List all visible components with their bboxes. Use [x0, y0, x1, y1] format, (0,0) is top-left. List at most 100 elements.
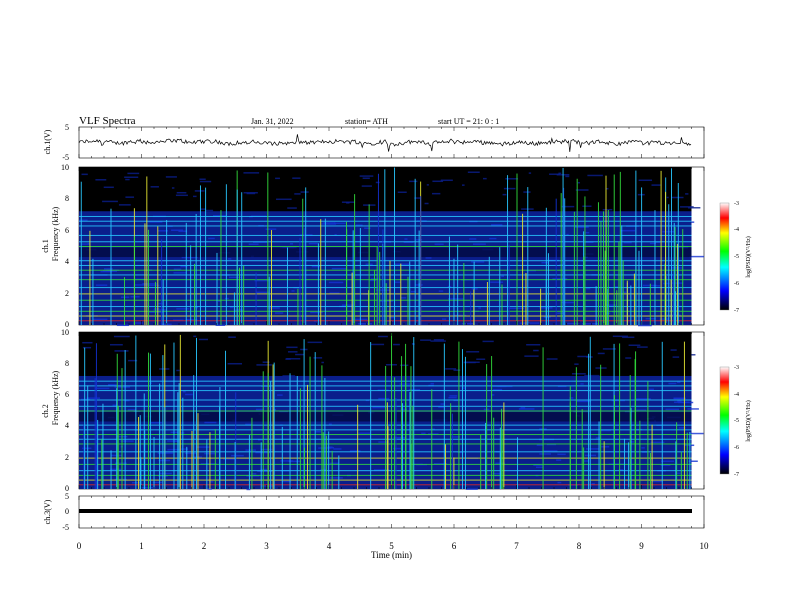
ch1-noise-speck: [133, 322, 143, 324]
ch1-sferic: [352, 230, 354, 325]
ch1-sferic: [453, 258, 455, 325]
ch1-sferic: [499, 247, 501, 325]
ch1-sferic: [377, 173, 379, 325]
ch1-noise-speck: [178, 230, 188, 232]
xtick-10: 10: [700, 541, 710, 551]
ch2-sferic: [401, 356, 403, 489]
ch1-colorbar-gradient: [720, 203, 729, 310]
ch1-noise-speck: [102, 200, 118, 203]
ch2-sferic: [686, 432, 688, 489]
ch1-sferic: [236, 189, 238, 325]
ch2-sferic: [307, 384, 309, 489]
ch2-noise-speck: [557, 453, 566, 456]
ch2-sferic: [309, 356, 311, 489]
ch2-sferic: [583, 447, 585, 489]
ch1-sferic: [677, 183, 679, 325]
ch1-sferic: [673, 222, 675, 325]
ch2-noise-speck: [128, 359, 138, 362]
ch2-noise-speck: [602, 348, 616, 350]
ch1-noise-speck: [389, 316, 395, 319]
ch1-sferic: [317, 243, 319, 325]
ch2-sferic: [464, 356, 466, 489]
ch2-sferic: [162, 355, 164, 489]
ch2-sferic: [445, 444, 447, 489]
ch2-sferic: [370, 342, 372, 489]
ch2-noise-speck: [159, 368, 170, 370]
ch2-noise-speck: [482, 340, 494, 343]
ch1-noise-speck: [432, 180, 444, 183]
header-date: Jan. 31, 2022: [251, 117, 294, 126]
ch2-noise-speck: [677, 381, 681, 384]
ch2-sferic: [83, 424, 85, 489]
ch1-noise-speck: [153, 307, 160, 310]
ch2-sferic: [296, 376, 298, 489]
ch2-sferic: [303, 447, 305, 489]
ch2-sferic: [153, 437, 155, 489]
ch2-noise-speck: [82, 447, 92, 450]
ch2-sferic: [149, 353, 151, 489]
ch2-sferic: [387, 426, 389, 489]
ch1-noise-speck: [148, 284, 160, 287]
ch1-noise-speck: [287, 207, 297, 209]
ch2-sferic: [110, 450, 112, 489]
ch2-noise-speck: [127, 409, 137, 411]
ch2-sferic: [619, 343, 621, 489]
ch2-noise-speck: [618, 469, 624, 471]
ch2-sferic: [486, 364, 488, 489]
ch1-sferic: [522, 213, 524, 325]
ch1-noise-speck: [605, 187, 609, 190]
ch2-noise-speck: [159, 472, 172, 475]
ch1-noise-speck: [370, 278, 381, 280]
ch2-sferic: [95, 343, 97, 489]
ch1-sferic: [545, 207, 547, 325]
ch2-noise-speck: [82, 341, 93, 344]
ch2-sferic: [144, 430, 146, 489]
ch1-sferic: [303, 228, 305, 325]
ch1-waveform-trace: [78, 134, 692, 152]
ch1-sferic: [241, 192, 243, 325]
ch2-noise-speck: [113, 335, 130, 338]
ch2-noise-speck: [628, 344, 641, 346]
ch2-noise-speck: [661, 460, 675, 463]
ch2-noise-speck: [185, 393, 193, 396]
ch2-sferic: [289, 373, 291, 489]
ch1-noise-speck: [691, 221, 695, 223]
ch2-noise-speck: [329, 447, 335, 449]
ch2-sferic: [140, 457, 142, 489]
ch2-sferic: [647, 381, 649, 489]
ch1-noise-speck: [205, 209, 214, 212]
ch2-noise-speck: [282, 375, 296, 377]
ch2-noise-speck: [392, 447, 401, 450]
ch2-noise-speck: [670, 349, 677, 351]
ch2-noise-speck: [569, 397, 574, 399]
ch2-sferic: [624, 438, 626, 489]
ch2-noise-speck: [180, 448, 189, 450]
ch1-ytick-8: 8: [65, 194, 69, 203]
ch2-noise-speck: [307, 341, 323, 344]
ch1-noise-speck: [172, 319, 184, 321]
ch2-sferic: [357, 404, 359, 489]
ch2-sferic: [394, 377, 396, 489]
ch1-noise-speck: [341, 304, 354, 306]
ch2-sferic: [322, 432, 324, 489]
ch1-noise-speck: [586, 287, 591, 290]
ch1-spectrogram-panel: 0 2 4 6 8 10 ch.1 Frequency (kHz): [41, 163, 705, 329]
ch2-noise-speck: [539, 453, 551, 455]
ch1-noise-speck: [602, 208, 613, 211]
ch2-sferic: [138, 416, 140, 489]
ch1-noise-speck: [689, 255, 705, 258]
ch1-sferic: [463, 262, 465, 325]
ch1-sferic: [92, 258, 94, 325]
ch2-sferic: [225, 350, 227, 489]
ch2-noise-speck: [535, 466, 544, 469]
ch1-noise-speck: [561, 301, 575, 304]
ch1-noise-speck: [637, 324, 652, 327]
ch2-noise-speck: [408, 388, 421, 391]
ch2-sferic: [575, 367, 577, 489]
ch2-colorbar-frame: [719, 366, 730, 475]
ch2-cbtick-neg3: -3: [734, 365, 739, 371]
ch2-noise-speck: [378, 335, 388, 338]
ch2-sferic: [588, 353, 590, 489]
ch2-noise-speck: [580, 383, 584, 385]
ch2-noise-speck: [370, 343, 385, 346]
